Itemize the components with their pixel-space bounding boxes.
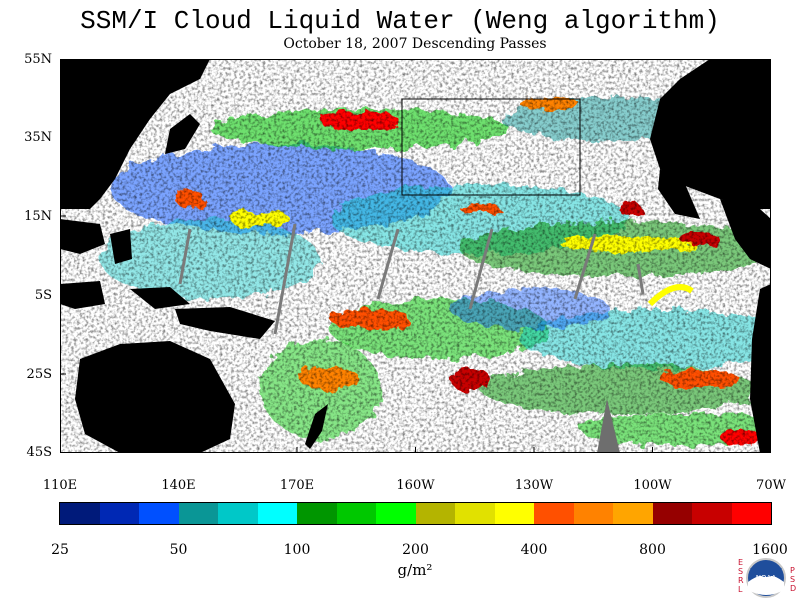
noaa-emblem-text: NOAA: [756, 574, 777, 582]
lon-label-160w: 160W: [396, 478, 435, 493]
colorbar-swatch: [257, 503, 297, 524]
lat-label-45s: 45S: [26, 445, 52, 460]
lon-label-170e: 170E: [279, 478, 315, 493]
colorbar-label-800: 800: [639, 542, 666, 558]
lon-label-100w: 100W: [633, 478, 672, 493]
colorbar-swatch: [534, 503, 574, 524]
colorbar-swatch: [652, 503, 692, 524]
colorbar-swatch: [455, 503, 495, 524]
colorbar-label-50: 50: [169, 542, 188, 558]
colorbar-swatch: [573, 503, 613, 524]
colorbar-swatch: [139, 503, 179, 524]
orbit-gaps: [178, 223, 645, 335]
lon-label-130w: 130W: [514, 478, 554, 493]
units-label: g/m²: [397, 561, 433, 579]
colorbar-swatch: [218, 503, 258, 524]
map-canvas: [60, 59, 771, 453]
yellow-band: [647, 284, 694, 307]
lat-label-5s: 5S: [34, 288, 52, 303]
colorbar-swatch: [336, 503, 376, 524]
lat-label-15n: 15N: [24, 209, 52, 224]
land-masses: [60, 59, 771, 453]
lat-label-25s: 25S: [26, 367, 52, 382]
colorbar-swatch: [99, 503, 139, 524]
colorbar-swatch: [613, 503, 653, 524]
lat-label-55n: 55N: [24, 52, 52, 67]
colorbar-swatch: [415, 503, 455, 524]
colorbar-swatch: [731, 503, 771, 524]
colorbar-label-1600: 1600: [752, 542, 788, 558]
noaa-logo: NOAA: [746, 558, 786, 598]
lat-label-35n: 35N: [24, 130, 52, 145]
region-box: [401, 98, 581, 196]
colorbar-swatch: [297, 503, 337, 524]
colorbar-swatch: [494, 503, 534, 524]
lon-label-140e: 140E: [161, 478, 196, 493]
colorbar-swatch: [376, 503, 416, 524]
colorbar-label-200: 200: [402, 542, 429, 558]
colorbar-label-25: 25: [51, 542, 69, 558]
colorbar-label-100: 100: [283, 542, 311, 558]
colorbar-swatch: [178, 503, 218, 524]
colorbar-label-400: 400: [520, 542, 548, 558]
lon-label-110e: 110E: [42, 478, 78, 493]
colorbar-swatch: [692, 503, 732, 524]
map-title: SSM/I Cloud Liquid Water (Weng algorithm…: [80, 6, 720, 36]
swath-gap-triangle: [597, 399, 620, 453]
map-subtitle: October 18, 2007 Descending Passes: [283, 36, 547, 52]
map-panel: [60, 59, 771, 453]
colorbar-swatch: [60, 503, 100, 524]
lon-label-70w: 70W: [756, 478, 786, 493]
colorbar: [59, 502, 772, 525]
map-ticks: [60, 137, 653, 453]
